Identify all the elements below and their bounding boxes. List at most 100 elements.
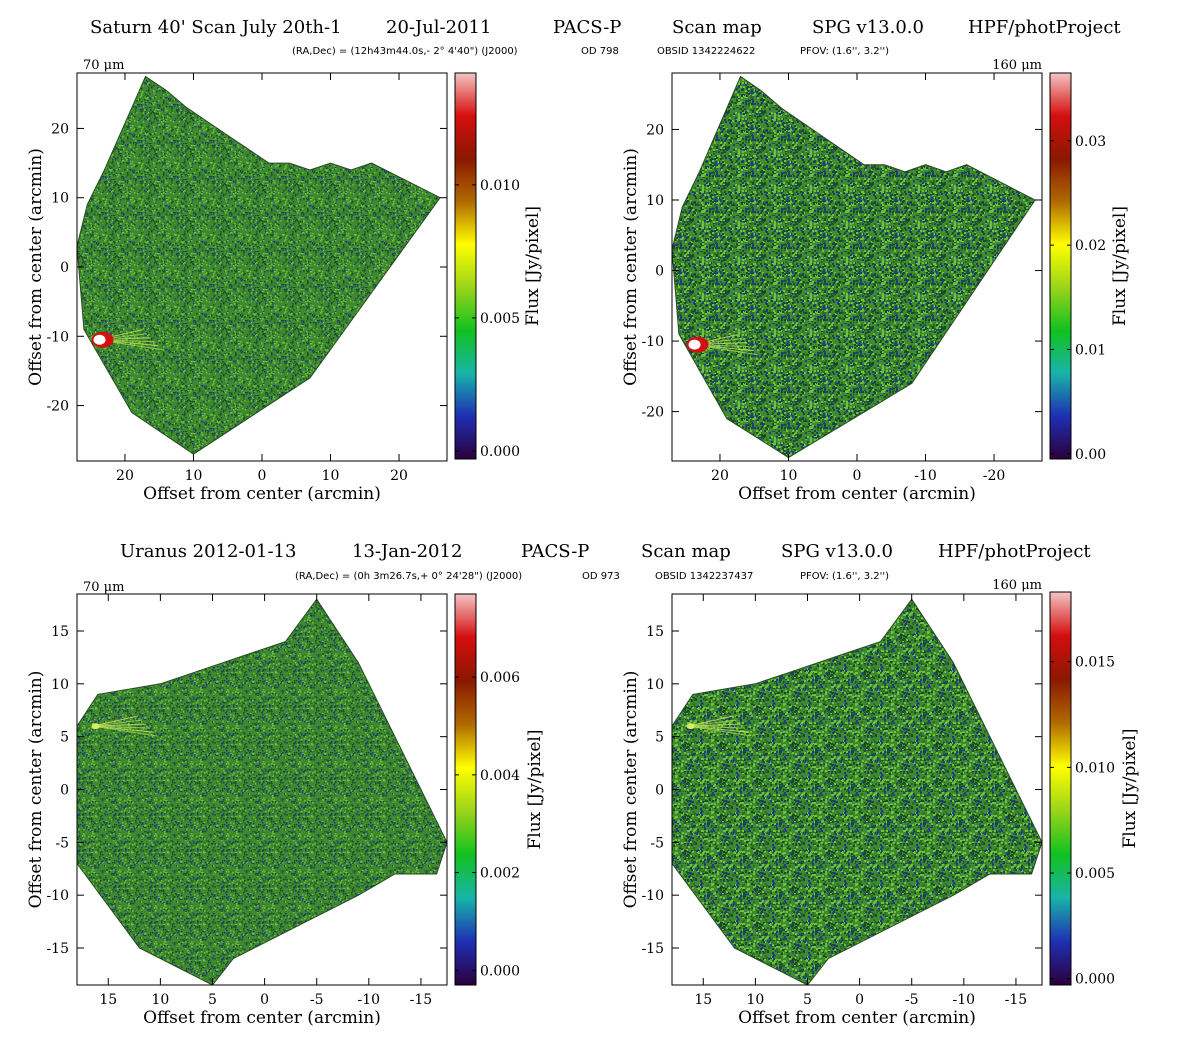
colorbar-label: Flux [Jy/pixel] (525, 730, 545, 850)
y-axis-label: Offset from center (arcmin) (26, 148, 46, 386)
y-tick-label: -5 (55, 835, 69, 851)
x-tick-label: 10 (780, 468, 798, 484)
y-tick-label: -10 (46, 329, 69, 345)
x-axis-label: Offset from center (arcmin) (738, 1008, 976, 1028)
y-tick-label: 20 (646, 122, 664, 138)
header-obsid: OBSID 1342224622 (657, 46, 756, 57)
x-tick-label: -10 (914, 468, 937, 484)
x-tick-label: 10 (185, 468, 203, 484)
y-tick-label: -5 (650, 835, 664, 851)
x-tick-label: -20 (983, 468, 1006, 484)
y-tick-label: 10 (646, 677, 664, 693)
header-mode: Scan map (641, 541, 731, 562)
x-tick-label: 0 (258, 468, 267, 484)
colorbar-tick-label: 0.02 (1075, 238, 1106, 254)
bright-source (91, 329, 163, 351)
colorbar-tick-label: 0.00 (1075, 447, 1106, 463)
header-pfov: PFOV: (1.6'', 3.2'') (800, 571, 890, 582)
y-tick-label: -15 (641, 941, 664, 957)
x-tick-label: 0 (855, 992, 864, 1008)
bright-source (686, 715, 753, 737)
band-label: 160 μm (992, 578, 1042, 593)
colorbar-tick-label: 0.000 (480, 963, 520, 979)
y-tick-label: 20 (51, 121, 69, 137)
header-spg: SPG v13.0.0 (781, 541, 893, 562)
x-tick-label: 20 (116, 468, 134, 484)
y-tick-label: -20 (641, 405, 664, 421)
y-tick-label: 5 (60, 730, 69, 746)
map-coverage (76, 598, 448, 986)
plot-frame (671, 593, 1043, 986)
header-od: OD 798 (581, 46, 619, 57)
y-tick-label: -10 (641, 334, 664, 350)
y-tick-label: 0 (60, 260, 69, 276)
x-tick-label: 5 (208, 992, 217, 1008)
y-tick-label: 5 (655, 730, 664, 746)
y-tick-label: 10 (51, 677, 69, 693)
y-axis-label: Offset from center (arcmin) (26, 671, 46, 909)
y-tick-label: -20 (46, 399, 69, 415)
plot-frame (76, 72, 448, 462)
colorbar-tick-label: 0.010 (480, 178, 520, 194)
header-product: HPF/photProject (968, 17, 1121, 38)
x-tick-label: -15 (1005, 992, 1028, 1008)
band-label: 70 μm (83, 580, 124, 595)
colorbar (454, 72, 477, 460)
bright-source (686, 334, 758, 356)
map-coverage (671, 598, 1043, 986)
header-target: Saturn 40' Scan July 20th-1 (90, 17, 342, 38)
x-tick-label: 10 (322, 468, 340, 484)
y-tick-label: 10 (51, 191, 69, 207)
x-axis-label: Offset from center (arcmin) (143, 1008, 381, 1028)
y-axis-label: Offset from center (arcmin) (621, 148, 641, 386)
colorbar-tick-label: 0.002 (480, 866, 520, 882)
header-product: HPF/photProject (938, 541, 1091, 562)
x-tick-label: 15 (694, 992, 712, 1008)
header-date: 13-Jan-2012 (352, 541, 463, 562)
colorbar-label: Flux [Jy/pixel] (523, 206, 543, 326)
y-tick-label: 10 (646, 193, 664, 209)
y-tick-label: -15 (46, 941, 69, 957)
x-tick-label: -10 (953, 992, 976, 1008)
map-coverage (671, 75, 1036, 459)
x-tick-label: 10 (746, 992, 764, 1008)
x-tick-label: 0 (260, 992, 269, 1008)
y-tick-label: 0 (655, 783, 664, 799)
x-axis-label: Offset from center (arcmin) (738, 484, 976, 504)
colorbar-tick-label: 0.004 (480, 768, 520, 784)
colorbar-tick-label: 0.000 (1075, 972, 1115, 988)
colorbar (1049, 591, 1072, 986)
x-axis-label: Offset from center (arcmin) (143, 484, 381, 504)
x-tick-label: -15 (410, 992, 433, 1008)
x-tick-label: 10 (151, 992, 169, 1008)
x-tick-label: 20 (390, 468, 408, 484)
x-tick-label: -5 (310, 992, 324, 1008)
y-tick-label: 0 (60, 783, 69, 799)
x-tick-label: 5 (803, 992, 812, 1008)
header-mode: Scan map (672, 17, 762, 38)
header-spg: SPG v13.0.0 (812, 17, 924, 38)
header-obsid: OBSID 1342237437 (655, 571, 754, 582)
y-tick-label: -10 (641, 888, 664, 904)
header-radec: (RA,Dec) = (12h43m44.0s,- 2° 4'40") (J20… (292, 46, 518, 57)
bright-source (91, 715, 158, 737)
colorbar-tick-label: 0.03 (1075, 134, 1106, 150)
y-axis-label: Offset from center (arcmin) (621, 671, 641, 909)
plot-frame (76, 593, 448, 986)
header-radec: (RA,Dec) = (0h 3m26.7s,+ 0° 24'28") (J20… (295, 571, 523, 582)
header-instrument: PACS-P (553, 17, 622, 38)
colorbar-tick-label: 0.006 (480, 670, 520, 686)
header-pfov: PFOV: (1.6'', 3.2'') (800, 46, 890, 57)
colorbar-tick-label: 0.010 (1075, 760, 1115, 776)
x-tick-label: 20 (711, 468, 729, 484)
y-tick-label: 15 (646, 624, 664, 640)
colorbar (454, 593, 477, 986)
y-tick-label: 0 (655, 264, 664, 280)
colorbar-tick-label: 0.01 (1075, 342, 1106, 358)
header-instrument: PACS-P (521, 541, 590, 562)
x-tick-label: -10 (358, 992, 381, 1008)
